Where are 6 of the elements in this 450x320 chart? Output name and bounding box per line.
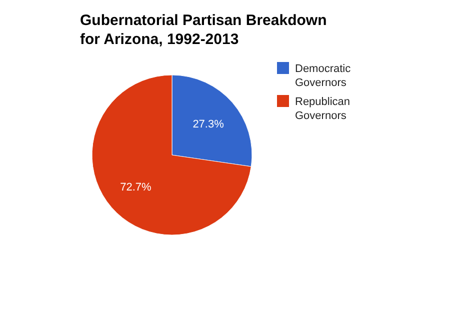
pie-slice <box>92 74 252 236</box>
data-label: 72.7% <box>120 181 152 194</box>
chart-title: Gubernatorial Partisan Breakdown for Arizona, 1992-2013 <box>80 12 327 48</box>
legend-label: Republican Governors <box>295 96 350 122</box>
legend-label: Democratic Governors <box>295 63 352 89</box>
data-label: 27.3% <box>192 118 224 130</box>
